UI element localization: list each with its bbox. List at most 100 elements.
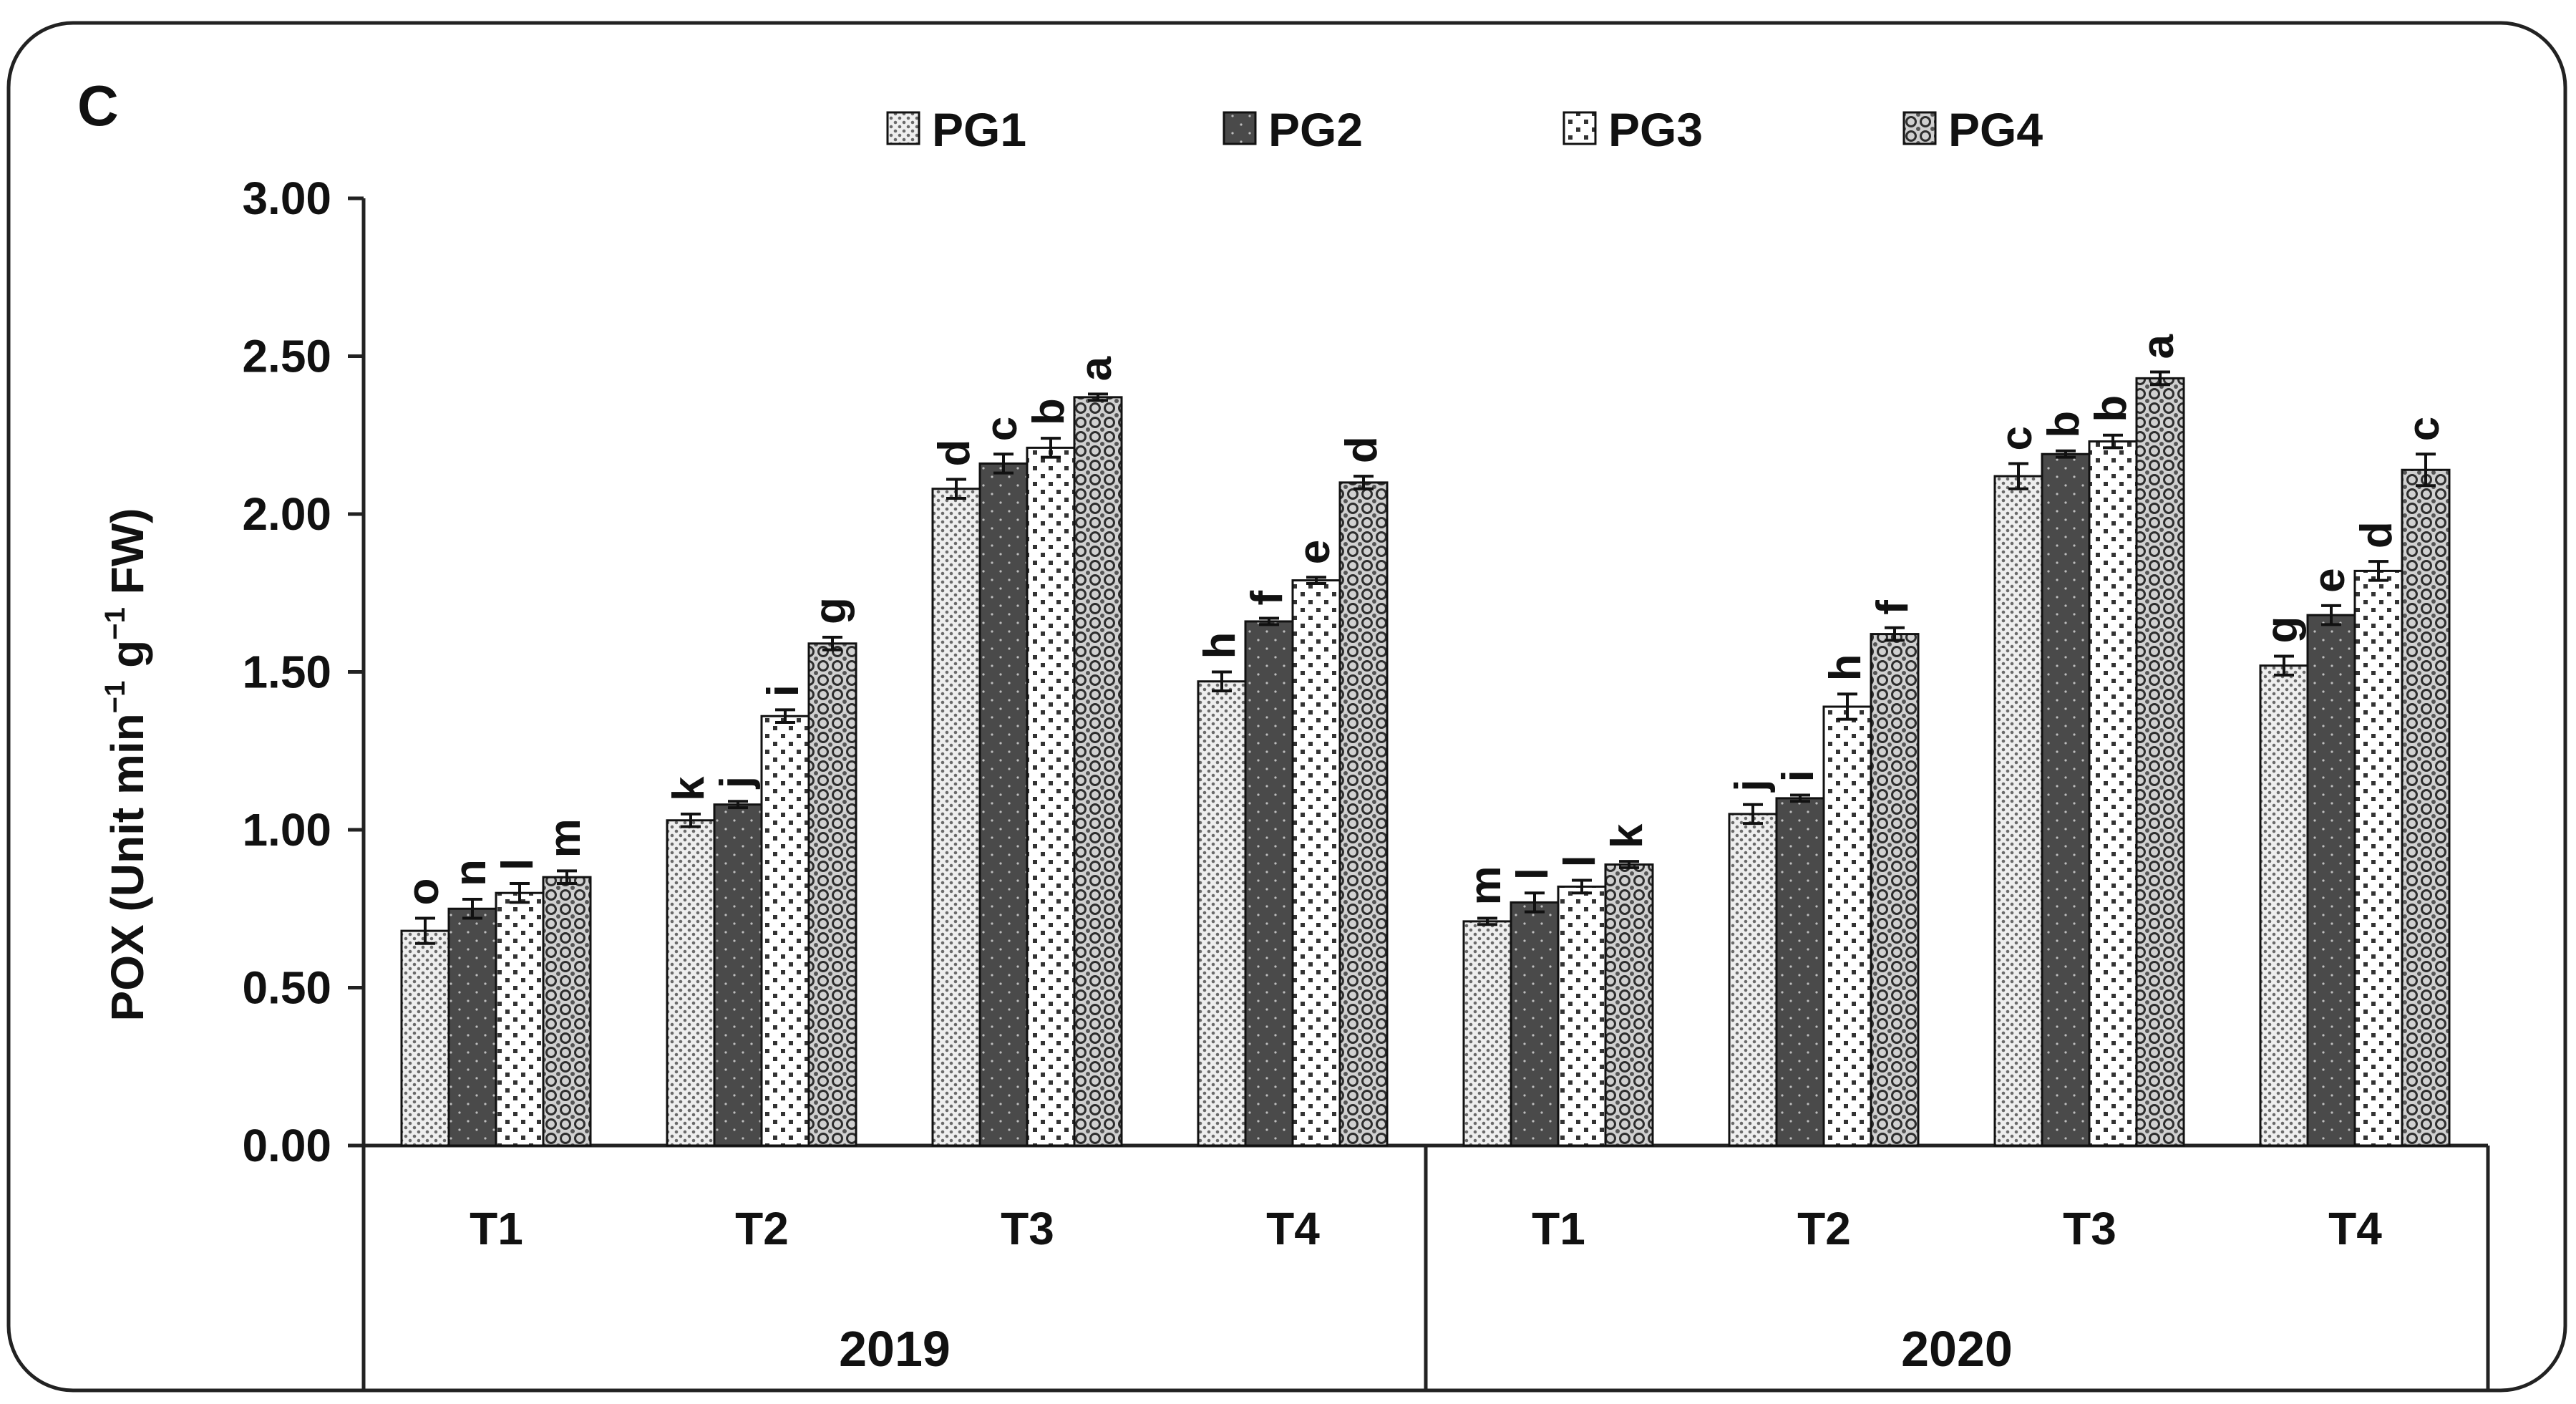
- year-label: 2019: [839, 1321, 951, 1377]
- bar-pg2: [978, 462, 1029, 1147]
- bar-pg3: [1822, 705, 1872, 1147]
- significance-letter: h: [1195, 632, 1245, 659]
- significance-letter: c: [2399, 417, 2449, 441]
- y-axis-title-prefix: POX (Unit min: [102, 713, 153, 1021]
- significance-letter: n: [446, 859, 495, 886]
- y-axis-title: POX (Unit min−1 g−1 FW): [99, 508, 153, 1022]
- y-tick-label: 3.00: [242, 173, 331, 224]
- y-axis-title-mid: g: [102, 640, 153, 681]
- year-labels: 2019 2020: [839, 1321, 2013, 1377]
- legend-swatch: [1562, 111, 1597, 145]
- bar-pg4: [2135, 377, 2185, 1147]
- bar-pg2: [1510, 901, 1560, 1147]
- significance-letter: i: [759, 684, 808, 697]
- bar-pg2: [2306, 614, 2356, 1147]
- legend-label: PG1: [932, 103, 1026, 156]
- error-bar: [2103, 433, 2123, 450]
- error-bar: [557, 869, 577, 885]
- bar-pg1: [1462, 920, 1512, 1147]
- error-bar: [2274, 654, 2294, 677]
- bar-pg4: [1604, 863, 1654, 1147]
- significance-letter: b: [2039, 411, 2089, 438]
- significance-letter: d: [930, 440, 979, 467]
- bar-pg3: [1557, 885, 1607, 1147]
- error-bar: [1885, 626, 1905, 642]
- significance-letter: b: [1024, 398, 1074, 425]
- bar-pg4: [1338, 481, 1389, 1147]
- error-bar: [462, 898, 482, 920]
- error-bar: [2008, 462, 2028, 490]
- significance-letter: c: [1992, 426, 2041, 450]
- y-axis-title-suffix: FW): [102, 508, 153, 608]
- error-bar: [1212, 670, 1232, 692]
- error-bar: [2416, 452, 2436, 488]
- significance-letter: h: [1821, 654, 1870, 681]
- significance-letter: a: [2134, 334, 2183, 359]
- error-bar: [1619, 860, 1639, 869]
- y-tick-label: 2.50: [242, 331, 331, 382]
- bar-pg4: [1073, 396, 1123, 1147]
- error-bar: [415, 916, 435, 945]
- legend-swatch: [1223, 111, 1257, 145]
- y-axis-title-sup2: −1: [99, 607, 131, 640]
- significance-letter: l: [1555, 855, 1605, 867]
- y-axis-ticks: 0.00 0.50 1.00 1.50 2.00 2.50 3.00: [242, 173, 364, 1171]
- bar-pg1: [2259, 664, 2309, 1147]
- error-bar: [681, 812, 701, 828]
- significance-letter: k: [1603, 823, 1652, 848]
- category-label: T3: [2063, 1203, 2116, 1254]
- y-tick-label: 0.00: [242, 1120, 331, 1171]
- y-tick-label: 1.50: [242, 647, 331, 698]
- error-bar: [1306, 576, 1326, 586]
- y-tick-label: 0.50: [242, 962, 331, 1014]
- legend-item-pg1: PG1: [886, 103, 1026, 156]
- category-label: T1: [470, 1203, 523, 1254]
- bar-pg3: [495, 891, 545, 1147]
- bar-pg2: [1775, 797, 1825, 1147]
- significance-letter: e: [1290, 540, 1339, 564]
- significance-letter: k: [664, 776, 714, 801]
- significance-letter: d: [2352, 521, 2401, 548]
- y-axis-title-sup1: −1: [99, 681, 131, 714]
- category-labels: T1 T2 T3 T4 T1 T2 T3 T4: [470, 1203, 2382, 1254]
- bar-pg3: [1026, 446, 1076, 1147]
- bar-pg2: [1244, 620, 1294, 1147]
- bar-pg1: [931, 488, 981, 1147]
- significance-letter: m: [540, 818, 590, 858]
- significance-letter: j: [711, 776, 761, 789]
- bar-pg4: [2401, 468, 2451, 1147]
- category-label: T4: [1266, 1203, 1320, 1254]
- error-bar: [1259, 616, 1279, 626]
- significance-letter: c: [977, 417, 1026, 441]
- category-label: T2: [735, 1203, 789, 1254]
- error-bar: [1572, 878, 1592, 895]
- error-bar: [1353, 475, 1374, 490]
- significance-letter: i: [1774, 770, 1823, 782]
- error-bar: [1477, 916, 1497, 926]
- y-tick-label: 2.00: [242, 488, 331, 540]
- significance-letter: l: [493, 858, 543, 871]
- error-bar: [2150, 370, 2170, 387]
- error-bar: [1837, 692, 1857, 721]
- legend-label: PG4: [1948, 103, 2043, 156]
- significance-letter: g: [2257, 616, 2307, 644]
- bar-pg3: [760, 715, 810, 1147]
- legend-item-pg4: PG4: [1902, 103, 2043, 156]
- error-bar: [2056, 449, 2076, 459]
- bar-pg4: [1870, 633, 1920, 1147]
- error-bar: [1525, 891, 1545, 914]
- error-bar: [1743, 803, 1763, 826]
- significance-letter: a: [1071, 356, 1121, 381]
- significance-letter: d: [1337, 436, 1386, 463]
- category-label: T1: [1532, 1203, 1585, 1254]
- error-bar: [993, 452, 1014, 475]
- legend-item-pg3: PG3: [1562, 103, 1703, 156]
- bar-pg1: [666, 819, 716, 1147]
- bar-pg1: [1728, 813, 1778, 1147]
- error-bar: [1790, 793, 1810, 803]
- significance-letter: f: [1243, 591, 1292, 606]
- error-bar: [2321, 604, 2341, 626]
- error-bar: [728, 800, 748, 810]
